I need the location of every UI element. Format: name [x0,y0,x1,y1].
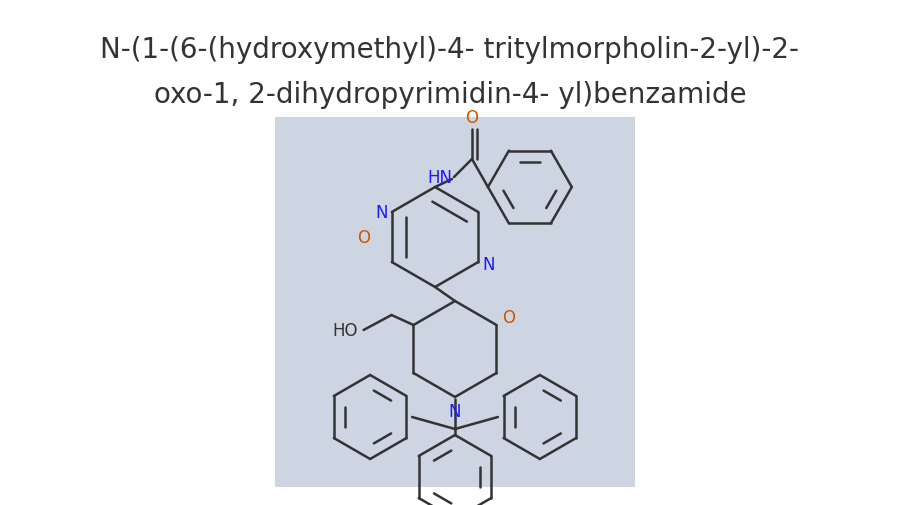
Text: O: O [502,309,515,326]
Text: O: O [357,229,370,246]
Text: N-(1-(6-(hydroxymethyl)-4- tritylmorpholin-2-yl)-2-: N-(1-(6-(hydroxymethyl)-4- tritylmorphol… [101,36,799,64]
Text: N: N [482,256,494,274]
Text: HO: HO [333,321,358,339]
Text: N: N [375,204,388,222]
Text: N: N [449,402,461,420]
Text: HN: HN [427,169,452,187]
Text: oxo-1, 2-dihydropyrimidin-4- yl)benzamide: oxo-1, 2-dihydropyrimidin-4- yl)benzamid… [154,81,746,109]
Bar [275,118,634,487]
Text: O: O [465,109,479,127]
